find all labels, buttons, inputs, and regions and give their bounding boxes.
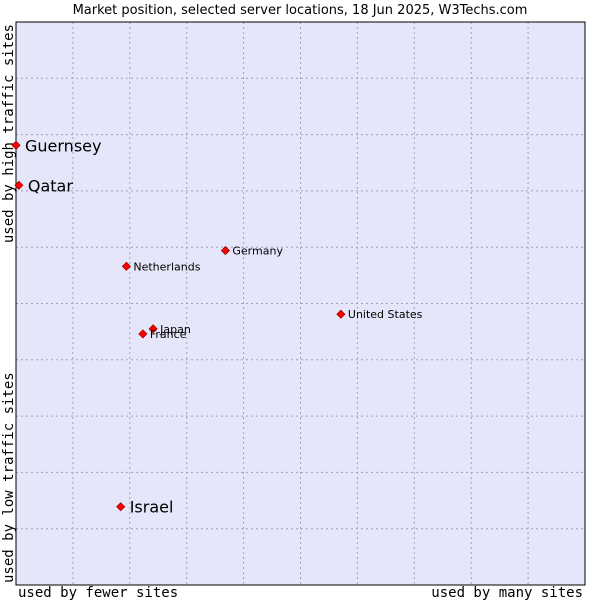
point-marker-germany <box>220 246 230 256</box>
point-marker-japan <box>148 324 158 334</box>
point-label-israel: Israel <box>130 498 174 517</box>
point-marker-united-states <box>336 309 346 319</box>
point-label-japan: Japan <box>159 323 191 336</box>
plot-border <box>15 21 586 586</box>
point-label-france: France <box>150 328 187 341</box>
point-marker-france <box>138 329 148 339</box>
point-marker-qatar <box>14 180 24 190</box>
point-label-qatar: Qatar <box>28 176 73 195</box>
x-axis-label-right: used by many sites <box>431 585 583 600</box>
point-marker-israel <box>116 502 126 512</box>
point-label-guernsey: Guernsey <box>25 136 101 155</box>
x-axis-label-left: used by fewer sites <box>18 585 178 600</box>
point-marker-guernsey <box>11 140 21 150</box>
chart-title: Market position, selected server locatio… <box>73 3 528 18</box>
point-label-united-states: United States <box>348 308 423 321</box>
y-axis-label-bottom: used by low traffic sites <box>1 372 17 583</box>
grid-lines <box>16 22 585 585</box>
point-marker-netherlands <box>121 261 131 271</box>
data-points: Guernsey Qatar Germany Netherlands United St… <box>11 136 423 517</box>
point-label-netherlands: Netherlands <box>133 260 200 273</box>
y-axis-label-top: used by high traffic sites <box>1 24 17 243</box>
point-label-germany: Germany <box>232 245 283 258</box>
